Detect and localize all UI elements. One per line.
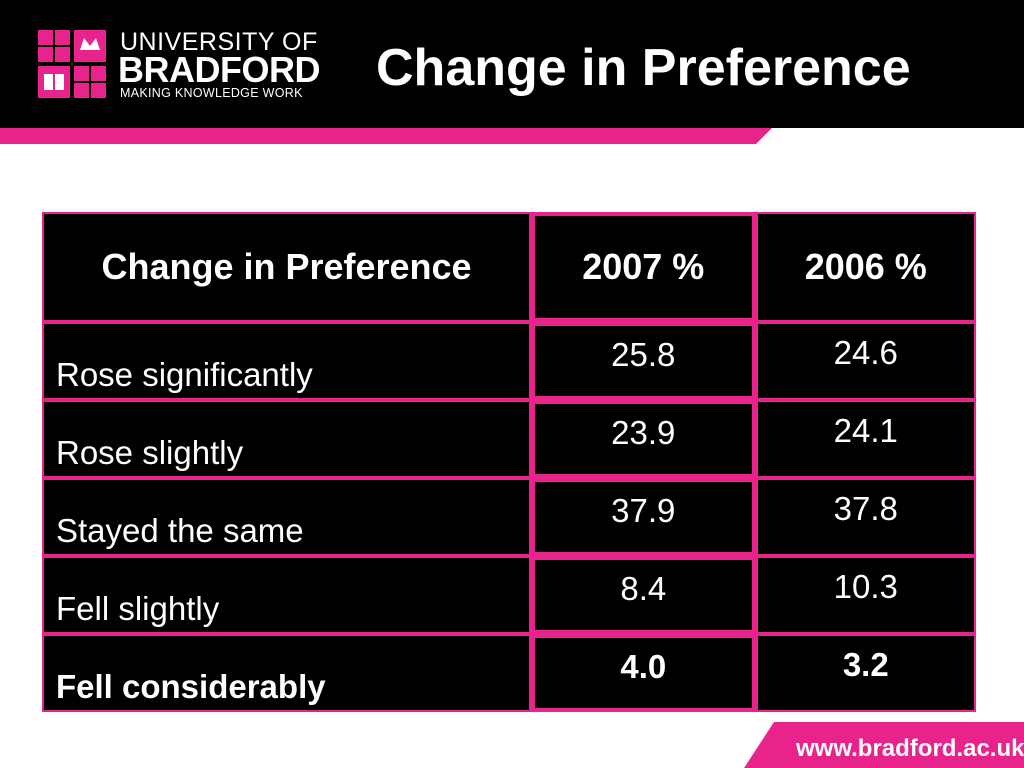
logo-line-bradford: BRADFORD	[118, 49, 320, 90]
row-label: Fell considerably	[42, 634, 532, 712]
value-2007: 25.8	[531, 322, 756, 400]
table-row: Rose slightly 23.9 24.1	[42, 400, 976, 478]
column-header-2007: 2007 %	[531, 212, 756, 322]
value-2007: 37.9	[531, 478, 756, 556]
value-2007: 8.4	[531, 556, 756, 634]
slide-title: Change in Preference	[376, 39, 911, 97]
row-label: Stayed the same	[42, 478, 532, 556]
table-row: Stayed the same 37.9 37.8	[42, 478, 976, 556]
logo-tagline: MAKING KNOWLEDGE WORK	[120, 86, 303, 100]
footer-url-link[interactable]: www.bradford.ac.uk	[796, 735, 1024, 762]
row-label: Fell slightly	[42, 556, 532, 634]
value-2006: 3.2	[755, 634, 976, 712]
value-2006: 24.1	[755, 400, 976, 478]
value-2006: 10.3	[755, 556, 976, 634]
footer-banner	[744, 722, 1024, 768]
column-header-2006: 2006 %	[755, 212, 976, 322]
preference-table: Change in Preference 2007 % 2006 % Rose …	[42, 212, 976, 712]
university-crest-icon	[36, 28, 108, 100]
table-row: Fell considerably 4.0 3.2	[42, 634, 976, 712]
value-2007: 4.0	[531, 634, 756, 712]
row-label: Rose significantly	[42, 322, 532, 400]
row-label: Rose slightly	[42, 400, 532, 478]
value-2006: 37.8	[755, 478, 976, 556]
table-row: Fell slightly 8.4 10.3	[42, 556, 976, 634]
logo-line-university-of: UNIVERSITY OF	[120, 28, 318, 56]
column-header-change: Change in Preference	[42, 212, 532, 322]
university-logo: UNIVERSITY OF BRADFORD MAKING KNOWLEDGE …	[36, 28, 326, 104]
accent-stripe	[0, 128, 772, 144]
value-2006: 24.6	[755, 322, 976, 400]
header-bar	[0, 0, 1024, 128]
table-header-row: Change in Preference 2007 % 2006 %	[42, 212, 976, 322]
value-2007: 23.9	[531, 400, 756, 478]
table-row: Rose significantly 25.8 24.6	[42, 322, 976, 400]
